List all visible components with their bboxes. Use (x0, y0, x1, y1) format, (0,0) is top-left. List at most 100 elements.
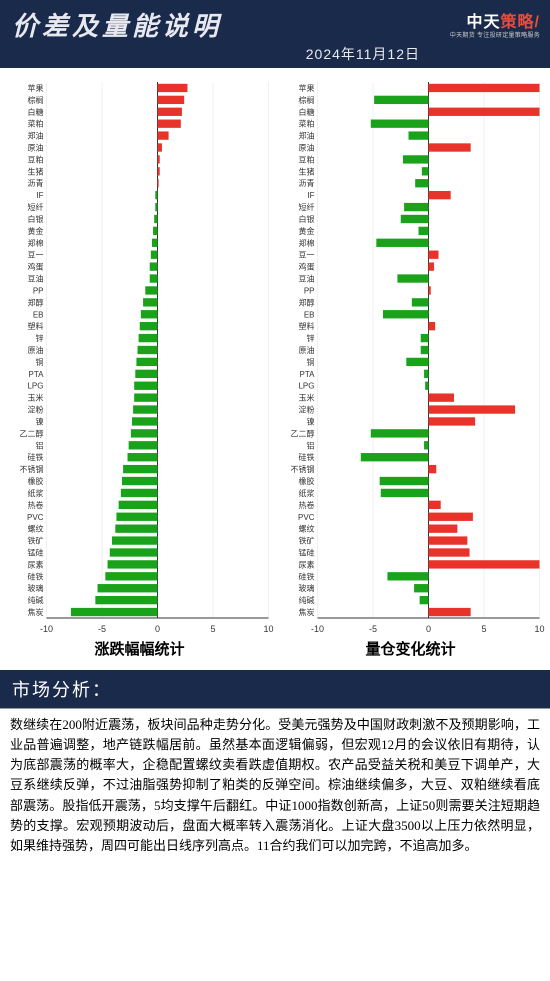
svg-text:苹果: 苹果 (28, 83, 44, 93)
charts-container: -10-50510苹果棕榈白糖菜粕郑油原油豆粕生猪沥青IF短纤白银黄金郑棉豆一鸡… (0, 68, 550, 670)
svg-text:塑料: 塑料 (299, 321, 315, 331)
svg-text:铜: 铜 (36, 357, 44, 367)
analysis-section-header: 市场分析： (0, 670, 550, 708)
svg-text:菜粕: 菜粕 (28, 119, 44, 129)
svg-text:镍: 镍 (307, 416, 315, 426)
svg-text:鸡蛋: 鸡蛋 (299, 262, 315, 272)
svg-text:沥青: 沥青 (28, 178, 44, 188)
svg-text:不锈钢: 不锈钢 (291, 464, 315, 474)
svg-text:PP: PP (33, 286, 44, 295)
svg-text:5: 5 (210, 624, 215, 634)
right-chart-column: -10-50510苹果棕榈白糖菜粕郑油原油豆粕生猪沥青IF短纤白银黄金郑棉豆一鸡… (275, 76, 546, 666)
svg-text:黄金: 黄金 (299, 226, 315, 236)
svg-text:热卷: 热卷 (299, 500, 315, 510)
svg-text:橡胶: 橡胶 (28, 476, 44, 486)
svg-text:锌: 锌 (36, 333, 44, 343)
svg-text:豆油: 豆油 (299, 274, 315, 284)
svg-text:铝: 铝 (36, 440, 44, 450)
svg-text:沥青: 沥青 (299, 178, 315, 188)
svg-text:生猪: 生猪 (299, 166, 315, 176)
svg-text:黄金: 黄金 (28, 226, 44, 236)
svg-text:硅铁: 硅铁 (28, 452, 44, 462)
report-date: 2024年11月12日 (306, 44, 420, 64)
svg-text:菜粕: 菜粕 (299, 119, 315, 129)
svg-text:原油: 原油 (28, 345, 44, 355)
svg-text:短纤: 短纤 (28, 202, 44, 212)
svg-text:尿素: 尿素 (299, 559, 315, 569)
svg-text:原油: 原油 (299, 345, 315, 355)
svg-text:原油: 原油 (299, 143, 315, 153)
svg-text:郑醇: 郑醇 (299, 297, 315, 307)
brand-tagline: 中天期货 专注投研定量策略服务 (450, 30, 540, 39)
svg-text:-5: -5 (369, 624, 377, 634)
svg-text:螺纹: 螺纹 (299, 524, 315, 534)
left-chart-column: -10-50510苹果棕榈白糖菜粕郑油原油豆粕生猪沥青IF短纤白银黄金郑棉豆一鸡… (4, 76, 275, 666)
svg-text:豆粕: 豆粕 (28, 154, 44, 164)
svg-text:玻璃: 玻璃 (299, 583, 315, 593)
svg-text:豆一: 豆一 (299, 251, 315, 260)
svg-text:塑料: 塑料 (28, 321, 44, 331)
volume-change-chart: -10-50510苹果棕榈白糖菜粕郑油原油豆粕生猪沥青IF短纤白银黄金郑棉豆一鸡… (275, 76, 546, 636)
analysis-body: 数继续在200附近震荡，板块间品种走势分化。受美元强势及中国财政刺激不及预期影响… (0, 708, 550, 862)
svg-text:PTA: PTA (300, 370, 316, 379)
left-chart-title: 涨跌幅幅统计 (4, 638, 275, 659)
svg-text:棕榈: 棕榈 (299, 95, 315, 105)
svg-text:豆粕: 豆粕 (299, 154, 315, 164)
svg-text:-10: -10 (40, 624, 53, 634)
svg-text:EB: EB (304, 310, 315, 319)
right-chart-title: 量仓变化统计 (275, 638, 546, 659)
svg-text:铝: 铝 (307, 440, 315, 450)
svg-text:原油: 原油 (28, 143, 44, 153)
svg-text:郑醇: 郑醇 (28, 297, 44, 307)
svg-text:橡胶: 橡胶 (299, 476, 315, 486)
svg-text:鸡蛋: 鸡蛋 (28, 262, 44, 272)
svg-text:豆一: 豆一 (28, 251, 44, 260)
svg-text:锰硅: 锰硅 (28, 547, 44, 557)
svg-text:纯碱: 纯碱 (28, 595, 44, 605)
svg-text:10: 10 (263, 624, 273, 634)
brand-logo: 中天策略/ (467, 8, 540, 32)
svg-text:铜: 铜 (307, 357, 315, 367)
svg-text:豆油: 豆油 (28, 274, 44, 284)
svg-text:短纤: 短纤 (299, 202, 315, 212)
svg-text:纯碱: 纯碱 (299, 595, 315, 605)
svg-text:-10: -10 (311, 624, 324, 634)
svg-text:镍: 镍 (36, 416, 44, 426)
svg-text:0: 0 (426, 624, 431, 634)
svg-text:EB: EB (33, 310, 44, 319)
svg-text:焦炭: 焦炭 (28, 607, 44, 617)
svg-text:尿素: 尿素 (28, 559, 44, 569)
svg-text:郑棉: 郑棉 (28, 238, 44, 248)
svg-text:焦炭: 焦炭 (299, 607, 315, 617)
svg-text:-5: -5 (98, 624, 106, 634)
svg-text:白糖: 白糖 (28, 107, 44, 117)
svg-text:0: 0 (155, 624, 160, 634)
svg-text:不锈钢: 不锈钢 (20, 464, 44, 474)
svg-text:郑油: 郑油 (299, 131, 315, 141)
svg-text:纸浆: 纸浆 (299, 488, 315, 498)
svg-text:白糖: 白糖 (299, 107, 315, 117)
svg-text:硅铁: 硅铁 (28, 571, 44, 581)
svg-text:白银: 白银 (299, 214, 315, 224)
svg-text:郑棉: 郑棉 (299, 238, 315, 248)
svg-text:乙二醇: 乙二醇 (20, 428, 44, 438)
svg-text:5: 5 (481, 624, 486, 634)
svg-text:10: 10 (534, 624, 544, 634)
svg-text:铁矿: 铁矿 (299, 536, 315, 546)
svg-text:PP: PP (304, 286, 315, 295)
svg-text:乙二醇: 乙二醇 (291, 428, 315, 438)
svg-text:PTA: PTA (29, 370, 45, 379)
svg-text:淀粉: 淀粉 (28, 405, 44, 415)
svg-text:郑油: 郑油 (28, 131, 44, 141)
svg-text:玻璃: 玻璃 (28, 583, 44, 593)
svg-text:热卷: 热卷 (28, 500, 44, 510)
svg-text:螺纹: 螺纹 (28, 524, 44, 534)
svg-text:IF: IF (36, 191, 43, 200)
svg-text:LPG: LPG (27, 382, 43, 391)
svg-text:棕榈: 棕榈 (28, 95, 44, 105)
svg-text:IF: IF (307, 191, 314, 200)
svg-text:玉米: 玉米 (28, 393, 44, 403)
svg-text:铁矿: 铁矿 (28, 536, 44, 546)
svg-text:锌: 锌 (307, 333, 315, 343)
svg-text:硅铁: 硅铁 (299, 571, 315, 581)
